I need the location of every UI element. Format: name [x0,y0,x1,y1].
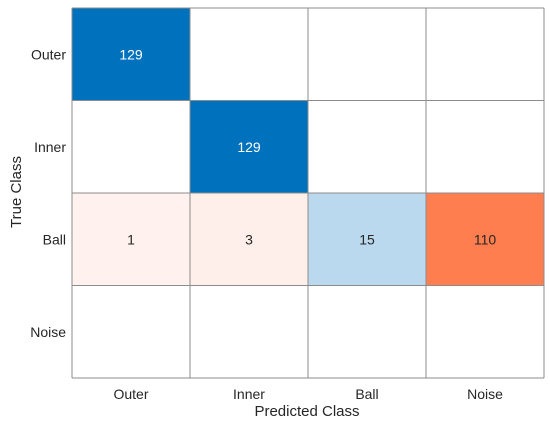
x-tick-noise: Noise [467,386,503,402]
x-tick-inner: Inner [233,386,265,402]
cell-values: 129 129 1 3 15 110 [119,46,496,247]
cell-inner-outer [72,100,190,193]
cell-value-ball-ball: 15 [359,231,375,247]
cell-outer-outer [72,8,190,101]
cell-ball-inner [190,193,308,286]
x-tick-ball: Ball [355,386,378,402]
y-tick-inner: Inner [34,139,66,155]
cell-value-outer-outer: 129 [119,46,143,62]
cell-outer-noise [426,8,544,101]
cell-outer-ball [308,8,426,101]
y-axis-label: True Class [8,156,25,228]
cell-inner-inner [190,100,308,193]
cell-noise-outer [72,285,190,378]
x-axis-label: Predicted Class [254,403,359,420]
heatmap-cells [72,8,544,378]
cell-ball-outer [72,193,190,286]
cell-noise-inner [190,285,308,378]
y-tick-labels: Outer Inner Ball Noise [30,46,66,340]
cell-outer-inner [190,8,308,101]
cell-noise-ball [308,285,426,378]
cell-ball-noise [426,193,544,286]
cell-inner-noise [426,100,544,193]
cell-value-ball-outer: 1 [127,231,135,247]
cell-value-ball-noise: 110 [474,231,497,247]
cell-noise-noise [426,285,544,378]
x-tick-outer: Outer [113,386,148,402]
y-tick-noise: Noise [30,324,66,340]
cell-value-inner-inner: 129 [237,139,261,155]
cell-ball-ball [308,193,426,286]
y-tick-outer: Outer [31,46,66,62]
cell-value-ball-inner: 3 [245,231,253,247]
cell-inner-ball [308,100,426,193]
y-tick-ball: Ball [43,231,66,247]
x-tick-labels: Outer Inner Ball Noise [113,386,503,402]
heatmap-grid [71,7,545,379]
